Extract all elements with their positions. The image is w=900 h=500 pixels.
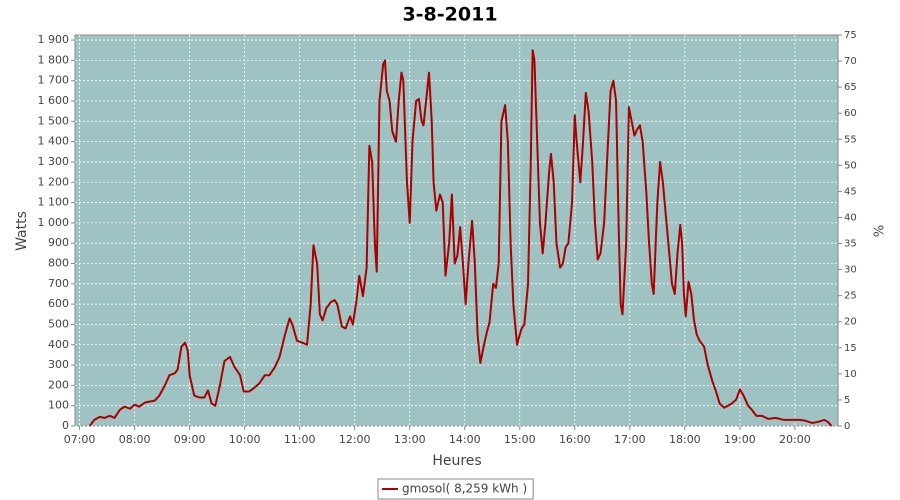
y2-tick-label: 20 [844, 317, 857, 328]
y-tick-label: 100 [48, 399, 69, 412]
y2-axis-label: % [873, 225, 888, 237]
y2-tick-label: 0 [844, 421, 850, 432]
y-tick-label: 900 [48, 236, 69, 249]
data-line [88, 49, 833, 427]
x-tick-label: 17:00 [614, 433, 646, 446]
y-axis-label: Watts [14, 211, 30, 251]
y-tick-label: 1 100 [38, 196, 70, 209]
y-tick-label: 0 [62, 419, 69, 432]
plot-area [74, 34, 839, 427]
y-tick-label: 1 700 [38, 74, 70, 87]
y2-tick-label: 70 [844, 56, 857, 67]
x-tick-label: 15:00 [504, 433, 536, 446]
y2-tick-label: 75 [844, 30, 857, 41]
y2-tick-label: 60 [844, 108, 857, 119]
y2-tick-label: 65 [844, 82, 857, 93]
legend-box [377, 478, 534, 500]
y-tick-label: 1 300 [38, 155, 70, 168]
y2-tick-label: 40 [844, 212, 857, 223]
x-tick-label: 20:00 [779, 433, 811, 446]
y-tick-label: 300 [48, 358, 69, 371]
y-tick-label: 1 900 [38, 33, 70, 46]
y-tick-label: 500 [48, 317, 69, 330]
y2-tick-label: 35 [844, 239, 857, 250]
y-tick-label: 1 800 [38, 53, 70, 66]
chart-title: 3-8-2011 [402, 4, 497, 26]
x-tick-label: 08:00 [119, 433, 151, 446]
y-tick-label: 200 [48, 378, 69, 391]
y-tick-label: 800 [48, 257, 69, 270]
y2-tick-label: 30 [844, 265, 857, 276]
y2-tick-label: 15 [844, 343, 857, 354]
y-tick-label: 1 400 [38, 135, 70, 148]
y2-tick-label: 10 [844, 369, 857, 380]
y2-tick-label: 5 [844, 395, 850, 406]
legend-label: gmosol( 8,259 kWh ) [402, 482, 527, 496]
x-tick-label: 12:00 [339, 433, 371, 446]
x-tick-label: 18:00 [669, 433, 701, 446]
y2-tick-label: 45 [844, 186, 857, 197]
y-tick-label: 600 [48, 297, 69, 310]
x-axis-label: Heures [432, 453, 481, 469]
legend: gmosol( 8,259 kWh ) [377, 478, 534, 500]
x-tick-label: 11:00 [284, 433, 316, 446]
y2-tick-label: 25 [844, 291, 857, 302]
y2-tick-label: 50 [844, 160, 857, 171]
y-tick-label: 1 600 [38, 94, 70, 107]
y-tick-label: 1 000 [38, 216, 70, 229]
x-tick-label: 19:00 [724, 433, 756, 446]
y-tick-label: 1 500 [38, 114, 70, 127]
x-tick-label: 13:00 [394, 433, 426, 446]
y-tick-label: 700 [48, 277, 69, 290]
x-tick-label: 16:00 [559, 433, 591, 446]
y-tick-label: 1 200 [38, 175, 70, 188]
x-tick-label: 10:00 [229, 433, 261, 446]
y-tick-label: 400 [48, 338, 69, 351]
x-tick-label: 07:00 [64, 433, 96, 446]
x-tick-label: 09:00 [174, 433, 206, 446]
x-tick-label: 14:00 [449, 433, 481, 446]
y2-tick-label: 55 [844, 134, 857, 145]
